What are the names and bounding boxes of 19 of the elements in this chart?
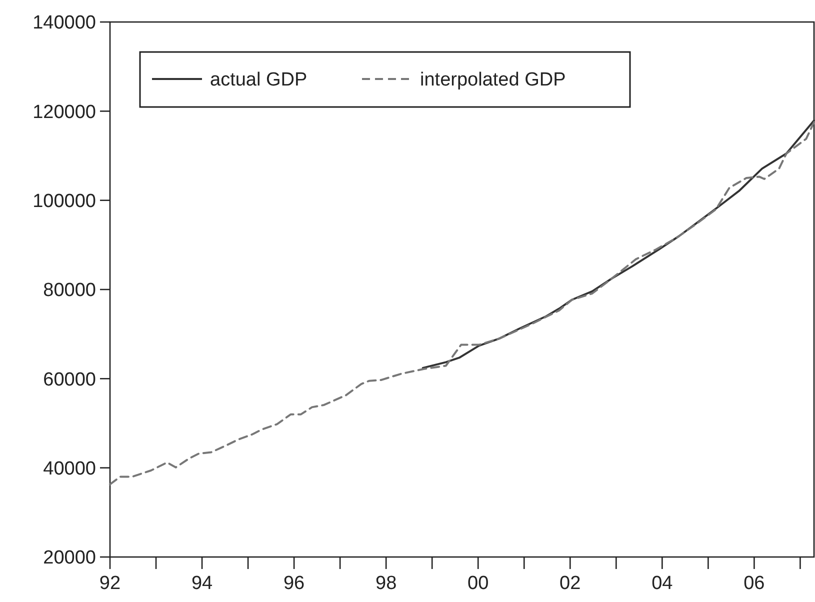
- x-tick-label: 06: [744, 573, 765, 594]
- x-tick-label: 04: [652, 573, 674, 594]
- y-tick-label: 100000: [32, 190, 96, 212]
- y-tick-label: 20000: [43, 548, 96, 569]
- x-tick-label: 98: [376, 573, 397, 594]
- y-tick-label: 80000: [43, 280, 96, 302]
- y-tick-label: 40000: [43, 458, 96, 480]
- x-tick-label: 94: [191, 573, 214, 594]
- legend-label: interpolated GDP: [420, 70, 566, 91]
- x-tick-label: 96: [283, 573, 305, 594]
- x-tick-label: 92: [99, 573, 121, 594]
- y-tick-label: 60000: [43, 369, 96, 390]
- y-tick-label: 120000: [32, 102, 96, 123]
- x-tick-label: 02: [560, 573, 581, 594]
- legend-label: actual GDP: [210, 70, 308, 91]
- line-series: [109, 121, 815, 486]
- y-tick-label: 140000: [32, 12, 96, 34]
- line-series: [422, 120, 815, 369]
- x-tick-label: 00: [468, 573, 489, 594]
